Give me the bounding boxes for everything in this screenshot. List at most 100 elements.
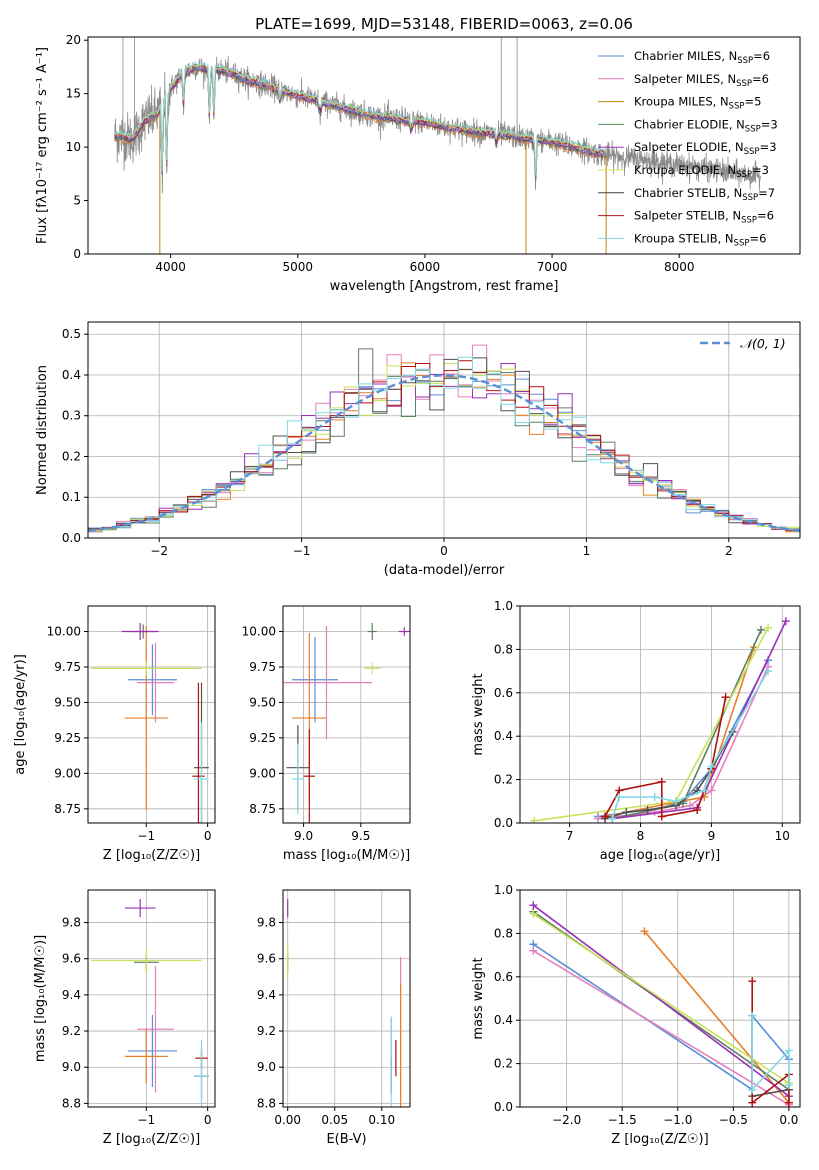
x-tick-label: 9	[708, 829, 716, 843]
legend-val: =3	[760, 140, 777, 154]
grid-lines	[88, 606, 215, 823]
marker-plus-4	[529, 901, 538, 910]
y-tick-label: 5	[73, 194, 81, 208]
marker-plus-7	[748, 1098, 757, 1107]
x-tick-label: −1.0	[663, 1113, 692, 1127]
y-tick-label: 0.8	[494, 642, 513, 656]
model-spectrum-3	[114, 67, 604, 181]
legend-main: Chabrier MILES, N	[634, 49, 737, 63]
legend-val: =3	[752, 163, 769, 177]
axes-frame	[87, 36, 801, 255]
marker-plus-7	[721, 693, 730, 702]
legend-main: Chabrier ELODIE, N	[634, 117, 745, 131]
y-tick-label: 8.8	[62, 1096, 81, 1110]
model-spectrum-4	[114, 67, 604, 180]
y-tick-label: 20	[66, 33, 81, 47]
legend-label-2: Kroupa MILES, NSSP=5	[634, 95, 761, 112]
mass-weight-line-3	[612, 629, 762, 820]
marker-plus-8	[764, 667, 773, 676]
marker-plus-8	[700, 786, 709, 795]
y-tick-label: 9.00	[54, 766, 81, 780]
legend-label-3: Chabrier ELODIE, NSSP=3	[634, 117, 778, 134]
legend-label-6: Chabrier STELIB, NSSP=7	[634, 186, 775, 203]
legend-val: =5	[744, 95, 761, 109]
y-tick-label: 0.4	[62, 368, 81, 382]
marker-plus-6	[643, 805, 652, 814]
y-tick-label: 8.8	[257, 1096, 276, 1110]
residual-histogram-8	[88, 356, 800, 538]
y-tick-label: 0.5	[62, 327, 81, 341]
x-tick-label: −2	[150, 544, 168, 558]
x-tick-label: 10	[775, 829, 790, 843]
axes-frame	[87, 889, 216, 1108]
y-tick-label: 0.6	[494, 970, 513, 984]
y-tick-label: 9.50	[249, 695, 276, 709]
x-tick-label: 6000	[410, 260, 441, 274]
y-tick-label: 10	[66, 140, 81, 154]
y-tick-label: 0.2	[62, 449, 81, 463]
x-tick-label: 9.0	[294, 829, 313, 843]
y-tick-label: 9.0	[62, 1060, 81, 1074]
plot-area	[530, 617, 790, 823]
legend-val: =6	[749, 231, 766, 245]
plot-area	[283, 623, 410, 823]
y-tick-label: 8.75	[249, 802, 276, 816]
y-tick-label: 9.0	[257, 1060, 276, 1074]
y-tick-label: 0.4	[494, 729, 513, 743]
mass-weight-vs-age-panel: 7 8 9 10 0.0 0.2 0.4 0.6 0.8 1.0 age [log₁₀(age/yr…	[471, 599, 801, 863]
y-tick-label: 9.4	[257, 988, 276, 1002]
x-axis-label: mass [log₁₀(M/M☉)]	[283, 848, 410, 863]
x-tick-label: 0.10	[368, 1113, 395, 1127]
legend-sub: SSP	[742, 193, 758, 203]
model-spectrum-0	[114, 65, 604, 179]
y-tick-label: 0.4	[494, 1013, 513, 1027]
grid-lines	[88, 890, 215, 1107]
y-tick-label: 0.0	[62, 531, 81, 545]
marker-plus-8	[784, 1081, 793, 1090]
mass-vs-extinction-panel: 0.00 0.05 0.10 8.8 9.0 9.2 9.4 9.6 9.8 E(B-V)	[257, 889, 411, 1147]
legend-label-5: Kroupa ELODIE, NSSP=3	[634, 163, 769, 180]
y-tick-label: 9.6	[257, 952, 276, 966]
figure-title: PLATE=1699, MJD=53148, FIBERID=0063, z=0…	[255, 15, 633, 33]
model-spectrum-8	[114, 60, 603, 176]
axes-frame	[519, 605, 801, 824]
legend-sub: SSP	[729, 102, 745, 112]
legend-val: =6	[753, 49, 770, 63]
y-tick-label: 0.1	[62, 490, 81, 504]
y-tick-label: 0.2	[494, 1057, 513, 1071]
legend-label-4: Salpeter ELODIE, NSSP=3	[634, 140, 777, 157]
age-vs-metallicity-panel: −1 0 8.75 9.00 9.25 9.50 9.75 10.00 Z [log₁₀(Z/Z…	[13, 605, 216, 863]
y-axis-label: mass weight	[471, 673, 486, 755]
model-spectrum-5	[114, 62, 604, 173]
y-tick-label: 1.0	[494, 883, 513, 897]
y-tick-label: 9.25	[249, 731, 276, 745]
x-tick-label: 0	[204, 1113, 212, 1127]
marker-plus-2	[640, 927, 649, 936]
marker-plus-8	[748, 1011, 757, 1020]
x-axis-label: Z [log₁₀(Z/Z☉)]	[103, 848, 200, 863]
marker-plus-7	[657, 812, 666, 821]
marker-plus-7	[748, 977, 757, 986]
marker-plus-6	[622, 808, 631, 817]
mass-weight-line-8	[751, 1015, 790, 1092]
axes-frame	[282, 605, 411, 824]
y-tick-label: 9.75	[249, 660, 276, 674]
mass-weight-line-2	[604, 646, 755, 818]
legend-main: Salpeter ELODIE, N	[634, 140, 744, 154]
x-tick-label: 0	[204, 829, 212, 843]
y-axis-label: age [log₁₀(age/yr)]	[13, 654, 28, 775]
x-tick-label: 0.0	[779, 1113, 798, 1127]
marker-plus-8	[707, 762, 716, 771]
plot-area	[114, 37, 761, 254]
y-tick-label: 10.00	[47, 625, 81, 639]
x-tick-label: 8	[637, 829, 645, 843]
y-tick-label: 0.2	[494, 773, 513, 787]
legend-sub: SSP	[745, 124, 761, 134]
legend-label-8: Kroupa STELIB, NSSP=6	[634, 231, 766, 248]
marker-plus-8	[608, 814, 617, 823]
marker-plus-8	[650, 792, 659, 801]
legend-main: Kroupa STELIB, N	[634, 231, 734, 245]
legend-main: Kroupa ELODIE, N	[634, 163, 736, 177]
x-tick-label: 7	[566, 829, 574, 843]
